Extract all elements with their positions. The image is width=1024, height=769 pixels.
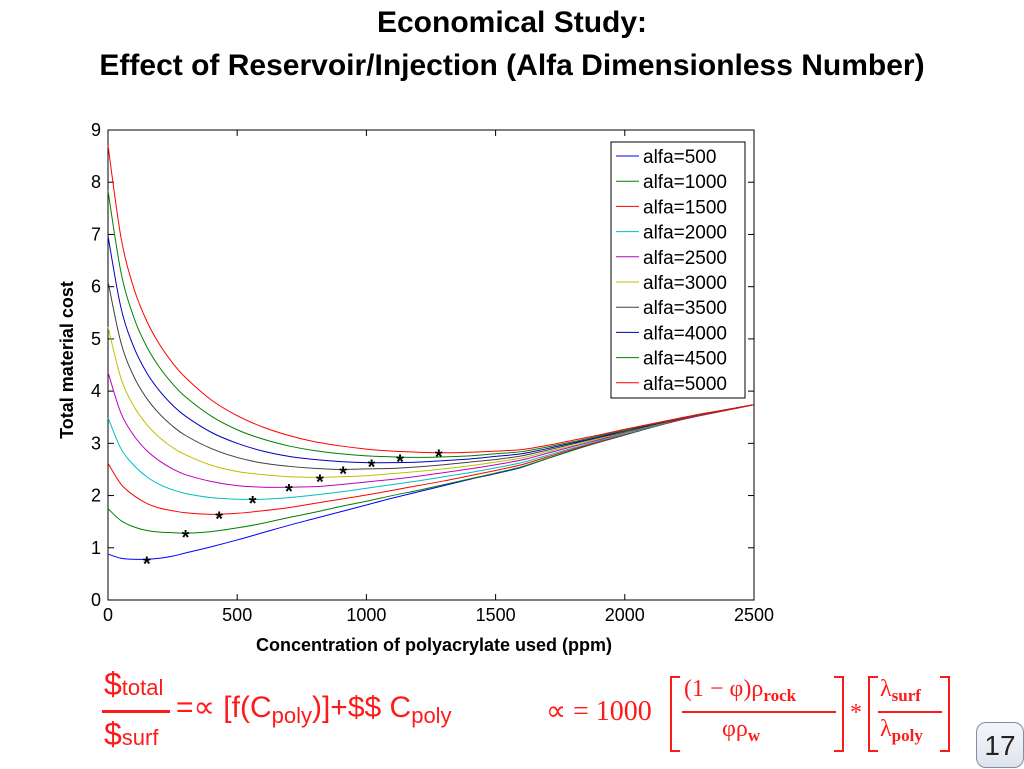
y-tick-label: 1 <box>91 538 101 558</box>
series-line-alfa-4500 <box>107 190 755 458</box>
frac2-den-sub: poly <box>891 726 923 745</box>
denominator-symbol: $ <box>104 716 122 752</box>
times-operator: * <box>850 700 862 726</box>
minimum-marker: * <box>316 471 324 493</box>
frac2-den-text: λ <box>880 716 892 742</box>
frac1-denominator: φρw <box>722 716 761 745</box>
frac1-num-text: (1 − φ)ρ <box>684 676 764 702</box>
left-bracket-2 <box>868 676 878 752</box>
y-axis-label: Total material cost <box>57 281 77 439</box>
frac2-numerator: λsurf <box>880 676 921 705</box>
series-line-alfa-2000 <box>107 404 755 500</box>
minimum-marker: * <box>285 481 293 503</box>
minimum-marker: * <box>143 553 151 575</box>
legend-label: alfa=4500 <box>643 349 727 370</box>
series-line-alfa-5000 <box>107 145 755 454</box>
slide-title-line1: Economical Study: <box>376 6 648 39</box>
y-tick-label: 0 <box>91 590 101 610</box>
numerator-symbol: $ <box>104 666 122 702</box>
x-tick-label: 0 <box>103 605 113 625</box>
alfa-definition-formula: ∝ = 1000 (1 − φ)ρrock φρw * λsurf λpoly <box>546 670 966 756</box>
frac1-den-text: φρ <box>722 716 748 742</box>
denominator-subscript: surf <box>121 725 159 750</box>
minimum-marker: * <box>182 527 190 549</box>
legend-label: alfa=2500 <box>643 248 727 269</box>
x-tick-label: 1000 <box>346 605 386 625</box>
y-tick-label: 8 <box>91 172 101 192</box>
x-tick-label: 2000 <box>605 605 645 625</box>
legend-label: alfa=3500 <box>643 298 727 319</box>
alfa-lhs: ∝ = 1000 <box>546 696 652 727</box>
frac1-num-sub: rock <box>763 686 797 705</box>
series-line-alfa-3500 <box>107 281 755 470</box>
legend-label: alfa=4000 <box>643 323 727 344</box>
frac2-bar <box>878 711 942 713</box>
y-tick-label: 9 <box>91 120 101 140</box>
formula-sub1: poly <box>271 703 312 728</box>
y-tick-label: 5 <box>91 329 101 349</box>
legend-label: alfa=2000 <box>643 223 727 244</box>
formula-part2: )]+$$ C <box>311 691 412 724</box>
slide-title-line2: Effect of Reservoir/Injection (Alfa Dime… <box>99 49 925 82</box>
legend-label: alfa=5000 <box>643 374 727 395</box>
y-tick-label: 6 <box>91 277 101 297</box>
frac1-den-sub: w <box>747 726 761 745</box>
minimum-marker: * <box>215 508 223 530</box>
formula-part1: =∝ [f(C <box>176 691 272 724</box>
denominator: $surf <box>104 716 158 753</box>
frac1-numerator: (1 − φ)ρrock <box>684 676 797 705</box>
right-bracket-2 <box>940 676 950 752</box>
x-tick-label: 1500 <box>476 605 516 625</box>
fraction-bar <box>102 710 170 713</box>
legend-box <box>610 141 746 399</box>
right-bracket-1 <box>834 676 844 752</box>
frac1-bar <box>682 711 836 713</box>
minimum-marker: * <box>368 457 376 479</box>
legend-label: alfa=3000 <box>643 273 727 294</box>
minimum-marker: * <box>249 493 257 515</box>
y-tick-label: 4 <box>91 381 101 401</box>
frac2-denominator: λpoly <box>880 716 923 745</box>
minimum-marker: * <box>396 451 404 473</box>
y-tick-label: 7 <box>91 224 101 244</box>
y-tick-label: 2 <box>91 486 101 506</box>
left-bracket-1 <box>670 676 680 752</box>
numerator-subscript: total <box>121 675 164 700</box>
cost-ratio-formula: $total $surf =∝ [f(Cpoly)]+$$ Cpoly <box>102 666 522 758</box>
frac2-num-sub: surf <box>891 686 921 705</box>
y-tick-label: 3 <box>91 433 101 453</box>
minimum-marker: * <box>435 447 443 469</box>
minimum-marker: * <box>339 463 347 485</box>
x-axis-label: Concentration of polyacrylate used (ppm) <box>256 635 612 655</box>
series-line-alfa-1000 <box>107 404 755 534</box>
numerator: $total <box>104 666 163 703</box>
x-tick-label: 500 <box>222 605 252 625</box>
frac2-num-text: λ <box>880 676 892 702</box>
formula-rhs: =∝ [f(Cpoly)]+$$ Cpoly <box>176 690 452 728</box>
legend-label: alfa=1500 <box>643 197 727 218</box>
legend-label: alfa=1000 <box>643 172 727 193</box>
legend-label: alfa=500 <box>643 147 716 168</box>
x-tick-label: 2500 <box>734 605 774 625</box>
formula-sub2: poly <box>411 703 452 728</box>
page-number-badge: 17 <box>976 722 1024 768</box>
